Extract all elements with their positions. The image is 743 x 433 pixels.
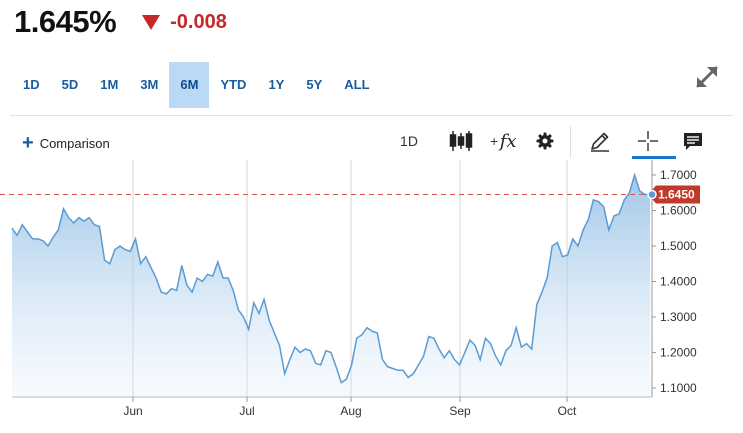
x-axis-ticks: Jun Jul Aug Sep Oct [123, 397, 577, 418]
x-tick-label-jun: Jun [123, 404, 142, 418]
comparison-label: Comparison [39, 135, 110, 151]
x-tick-label-sep: Sep [449, 404, 471, 418]
candlestick-icon[interactable] [448, 128, 474, 154]
chart-area-fill [12, 175, 650, 397]
current-value-dot [647, 189, 657, 200]
comparison-button[interactable]: + Comparison [22, 133, 110, 153]
current-value-badge-bg [648, 185, 700, 204]
pencil-icon[interactable] [588, 128, 612, 154]
expand-icon[interactable] [693, 63, 721, 91]
x-tick-label-aug: Aug [340, 404, 361, 418]
x-tick-label-jul: Jul [239, 404, 254, 418]
range-button-all[interactable]: ALL [344, 77, 370, 92]
quote-header: 1.645% -0.008 [14, 4, 227, 40]
indicators-button[interactable]: + fx [489, 128, 517, 154]
y-tick-label: 1.5000 [660, 239, 697, 253]
chart-series-line [11, 172, 650, 384]
range-button-3m[interactable]: 3M [140, 77, 159, 92]
interval-button[interactable]: 1D [400, 133, 418, 149]
range-button-1y[interactable]: 1Y [268, 77, 285, 92]
range-button-1m[interactable]: 1M [100, 77, 119, 92]
current-value-badge: 1.6450 [648, 185, 700, 204]
range-button-5d[interactable]: 5D [61, 77, 79, 92]
current-price: 1.645% [14, 4, 117, 39]
indicator-plus: + [489, 134, 499, 148]
crosshair-active-indicator [632, 156, 676, 159]
news-icon[interactable] [681, 128, 705, 154]
y-tick-label: 1.7000 [660, 168, 697, 182]
range-button-1d[interactable]: 1D [23, 77, 40, 92]
fx-icon: fx [499, 130, 517, 152]
y-axis-ticks: 1.7000 1.6000 1.5000 1.4000 1.3000 1.2000 1.10… [652, 168, 697, 395]
y-tick-label: 1.1000 [660, 381, 697, 395]
y-tick-label: 1.2000 [660, 346, 697, 360]
yield-chart[interactable]: 1.7000 1.6000 1.5000 1.4000 1.3000 1.2000 1.10… [0, 160, 743, 433]
x-tick-label-oct: Oct [558, 404, 577, 418]
current-value-label: 1.6450 [658, 188, 695, 202]
time-range-selector: 1D 5D 1M 3M 6M YTD 1Y 5Y ALL [12, 62, 381, 108]
range-button-5y[interactable]: 5Y [306, 77, 323, 92]
price-change: -0.008 [170, 10, 227, 33]
range-button-6m[interactable]: 6M [169, 62, 210, 108]
plus-icon: + [22, 132, 34, 154]
y-tick-label: 1.4000 [660, 275, 697, 289]
y-tick-label: 1.6000 [660, 204, 697, 218]
y-tick-label: 1.3000 [660, 310, 697, 324]
toolbar-separator [570, 126, 571, 158]
crosshair-icon[interactable] [636, 128, 660, 154]
down-arrow-icon [142, 14, 161, 30]
gear-icon[interactable] [534, 128, 556, 154]
range-button-ytd[interactable]: YTD [220, 77, 247, 92]
toolbar-divider [10, 115, 733, 116]
